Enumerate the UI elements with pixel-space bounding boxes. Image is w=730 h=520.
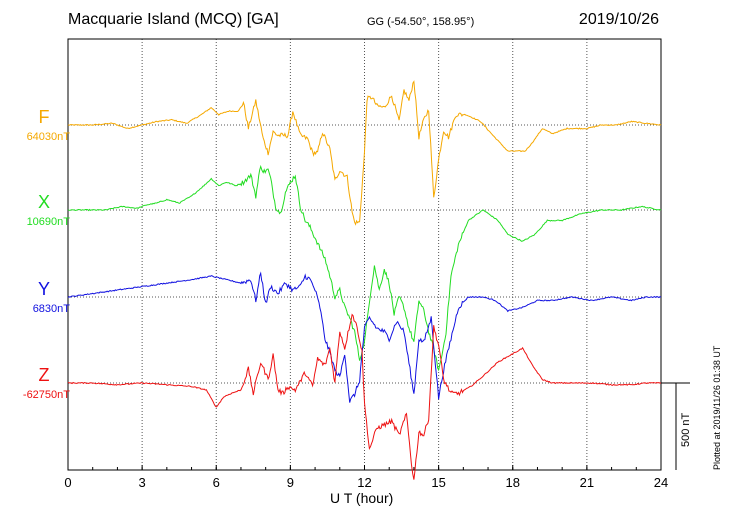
series-line-z (67, 313, 661, 480)
station-coordinates: GG (-54.50°, 158.95°) (367, 16, 475, 28)
series-name-x: X (37, 192, 50, 212)
scale-bar (661, 382, 690, 470)
series-line-f (67, 80, 662, 226)
x-tick-label: 21 (580, 475, 594, 490)
series-name-y: Y (37, 279, 50, 299)
series-baseline-x: 10690nT (26, 216, 70, 228)
x-tick-label: 15 (431, 475, 445, 490)
x-axis-label: U T (hour) (330, 490, 394, 506)
chart-date: 2019/10/26 (578, 11, 659, 28)
x-tick-label: 18 (506, 475, 520, 490)
x-tick-label: 12 (357, 475, 371, 490)
series-group (67, 80, 662, 480)
series-name-z: Z (38, 365, 50, 385)
x-tick-label: 24 (654, 475, 668, 490)
series-baseline-z: -62750nT (22, 389, 70, 401)
plotted-timestamp: Plotted at 2019/11/26 01:38 UT (712, 345, 722, 470)
x-tick-label: 3 (139, 475, 146, 490)
chart-title: Macquarie Island (MCQ) [GA] (68, 11, 279, 28)
x-tick-label: 9 (287, 475, 294, 490)
x-axis-ticks: 0 3 6 9 12 15 18 21 24 (64, 465, 668, 490)
x-tick-label: 6 (213, 475, 220, 490)
x-tick-label: 0 (64, 475, 71, 490)
series-name-f: F (38, 107, 50, 127)
series-line-x (67, 164, 662, 372)
series-baseline-y: 6830nT (32, 303, 70, 315)
series-baseline-f: 64030nT (26, 131, 70, 143)
scale-bar-label: 500 nT (680, 412, 692, 447)
